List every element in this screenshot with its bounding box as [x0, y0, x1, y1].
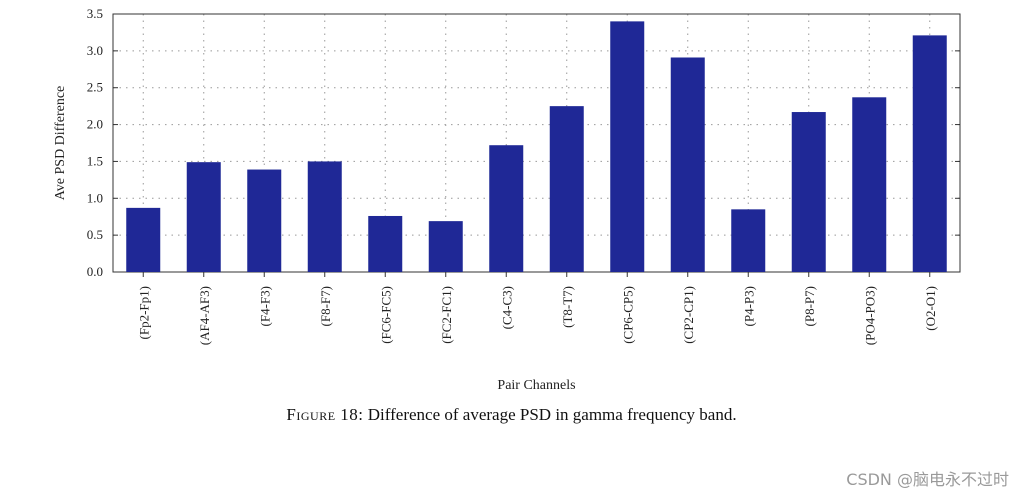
y-axis-ticks: 0.0 0.5 1.0 1.5 2.0 2.5 3.0 3.5 — [87, 6, 960, 279]
bar — [791, 112, 826, 272]
y-tick-label: 2.5 — [87, 80, 103, 95]
x-tick-label: (P4-P3) — [741, 286, 756, 326]
figure-caption: Figure 18: Difference of average PSD in … — [0, 405, 1023, 425]
y-tick-label: 0.0 — [87, 264, 103, 279]
bar — [731, 209, 766, 272]
y-tick-label: 2.0 — [87, 117, 103, 132]
bar-chart: 0.0 0.5 1.0 1.5 2.0 2.5 3.0 3.5 (Fp2-Fp1) (AF4-A… — [53, 6, 961, 393]
x-tick-label: (F8-F7) — [318, 286, 333, 326]
x-tick-label: (C4-C3) — [499, 286, 514, 329]
x-tick-label: (CP2-CP1) — [681, 286, 696, 344]
bar — [368, 215, 403, 272]
x-tick-label: (T8-T7) — [560, 286, 575, 328]
grid-lines — [113, 14, 960, 272]
x-tick-label: (F4-F3) — [257, 286, 272, 326]
x-tick-label: (Fp2-Fp1) — [136, 286, 151, 339]
x-tick-label: (O2-O1) — [923, 286, 938, 331]
x-axis-title: Pair Channels — [497, 378, 575, 393]
y-tick-label: 1.0 — [87, 190, 103, 205]
bar — [610, 21, 645, 272]
y-tick-label: 3.0 — [87, 43, 103, 58]
bar — [186, 162, 221, 272]
bar — [247, 169, 282, 272]
y-tick-label: 3.5 — [87, 6, 103, 21]
watermark: CSDN @脑电永不过时 — [846, 470, 1009, 489]
x-tick-label: (PO4-PO3) — [862, 286, 877, 345]
bar — [489, 145, 524, 272]
bar — [307, 161, 342, 272]
x-tick-label: (CP6-CP5) — [620, 286, 635, 344]
bar — [852, 97, 887, 272]
x-tick-label: (FC6-FC5) — [378, 286, 393, 344]
y-axis-title: Ave PSD Difference — [53, 86, 68, 201]
x-tick-label: (FC2-FC1) — [439, 286, 454, 344]
bar — [670, 57, 705, 273]
x-tick-label: (AF4-AF3) — [197, 286, 212, 345]
y-tick-label: 0.5 — [87, 227, 103, 242]
x-axis-ticks: (Fp2-Fp1) (AF4-AF3) (F4-F3) (F8-F7) (FC6-FC5… — [136, 272, 938, 345]
y-tick-label: 1.5 — [87, 153, 103, 168]
caption-text: Difference of average PSD in gamma frequ… — [367, 405, 737, 424]
figure-label: Figure 18: — [286, 405, 364, 424]
bar — [549, 106, 584, 273]
bar — [428, 221, 463, 272]
bar — [126, 207, 161, 272]
bars — [126, 21, 947, 273]
x-tick-label: (P8-P7) — [802, 286, 817, 326]
plot-frame — [112, 13, 961, 273]
bar — [912, 35, 947, 273]
